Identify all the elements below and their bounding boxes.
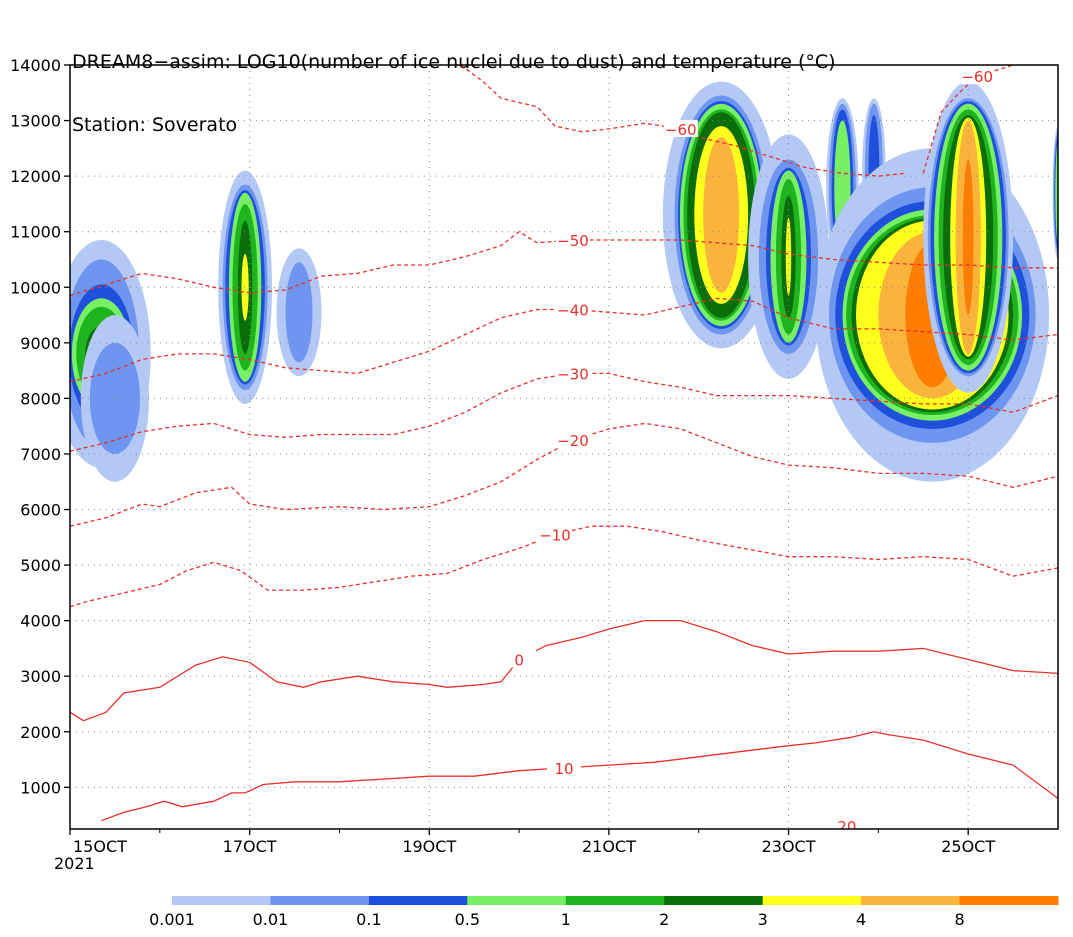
colorbar-swatch-2 xyxy=(368,896,468,905)
ice-nuclei-region-5-level-6 xyxy=(785,217,792,296)
y-tick-label-12000: 12000 xyxy=(10,167,61,186)
temperature-contour-label-6: −40 xyxy=(557,301,589,319)
ice-nuclei-region-9-level-8 xyxy=(962,159,974,315)
colorbar-swatch-1 xyxy=(270,896,370,905)
y-tick-label-2000: 2000 xyxy=(20,723,61,742)
colorbar-swatch-4 xyxy=(565,896,665,905)
temperature-contour-line-9 xyxy=(922,65,1014,174)
temperature-contour-layer: 20 10 0 −10 −20 −30 −40 −50 −60 −60 xyxy=(70,65,1058,836)
x-tick-label-21: 21OCT xyxy=(582,837,636,856)
y-tick-label-6000: 6000 xyxy=(20,501,61,520)
plot-frame xyxy=(69,64,1059,830)
x-tick-label-25: 25OCT xyxy=(941,837,995,856)
temperature-contour-label-bg-1 xyxy=(547,758,581,776)
ice-nuclei-region-2-level-6 xyxy=(241,253,249,321)
temperature-contour-line-7 xyxy=(70,230,1058,297)
y-tick-label-11000: 11000 xyxy=(10,223,61,242)
temperature-contour-line-8 xyxy=(460,65,906,177)
temperature-contour-label-bg-0 xyxy=(829,817,864,829)
chart-title-block: DREAM8−assim: LOG10(number of ice nuclei… xyxy=(72,10,836,157)
y-tick-label-4000: 4000 xyxy=(20,612,61,631)
temperature-contour-label-8: −60 xyxy=(665,121,697,139)
y-tick-label-13000: 13000 xyxy=(10,112,61,131)
y-tick-label-10000: 10000 xyxy=(10,278,61,297)
grid-layer xyxy=(70,65,1058,829)
y-tick-label-9000: 9000 xyxy=(20,334,61,353)
temperature-contour-label-9: −60 xyxy=(961,68,993,86)
ice-nuclei-region-4-level-7 xyxy=(703,137,740,293)
y-tick-label-5000: 5000 xyxy=(20,556,61,575)
temperature-contour-line-4 xyxy=(70,422,1058,527)
colorbar-label-8: 8 xyxy=(955,910,965,929)
temperature-contour-line-6 xyxy=(70,297,1058,383)
temperature-contour-label-bg-9 xyxy=(960,67,995,85)
colorbar-swatch-7 xyxy=(861,896,960,905)
temperature-contour-label-bg-7 xyxy=(555,231,590,249)
temperature-contour-label-7: −50 xyxy=(557,232,589,250)
y-tick-label-8000: 8000 xyxy=(20,389,61,408)
axis-layer: 1000 2000 3000 4000 5000 6000 7000 8000 9000 1000… xyxy=(10,56,1059,873)
temperature-contour-label-bg-2 xyxy=(502,650,537,668)
x-tick-label-17: 17OCT xyxy=(223,837,277,856)
colorbar-label-3: 0.5 xyxy=(455,910,480,929)
colorbar: 0.001 0.01 0.1 0.5 1 2 3 4 8 xyxy=(149,896,1059,929)
chart-title: DREAM8−assim: LOG10(number of ice nuclei… xyxy=(72,51,836,73)
temperature-contour-label-4: −20 xyxy=(557,432,589,450)
temperature-contour-line-3 xyxy=(70,525,1058,608)
x-tick-label-15: 15OCT xyxy=(73,837,127,856)
temperature-contour-label-bg-3 xyxy=(538,525,573,543)
colorbar-label-7: 4 xyxy=(856,910,866,929)
temperature-contour-label-5: −30 xyxy=(557,365,589,383)
colorbar-label-5: 2 xyxy=(659,910,669,929)
y-tick-label-3000: 3000 xyxy=(20,667,61,686)
temperature-contour-label-0: 20 xyxy=(837,818,856,836)
colorbar-label-1: 0.01 xyxy=(253,910,289,929)
temperature-contour-label-bg-4 xyxy=(555,431,590,449)
y-tick-label-1000: 1000 xyxy=(20,778,61,797)
colorbar-label-2: 0.1 xyxy=(356,910,381,929)
temperature-contour-label-bg-5 xyxy=(555,364,590,382)
y-tick-label-7000: 7000 xyxy=(20,445,61,464)
ice-nuclei-region-3-level-1 xyxy=(285,262,313,363)
temperature-contour-line-5 xyxy=(70,372,1058,452)
colorbar-label-4: 1 xyxy=(561,910,571,929)
colorbar-swatch-6 xyxy=(762,896,862,905)
temperature-contour-label-2: 0 xyxy=(514,652,524,670)
colorbar-swatch-3 xyxy=(467,896,567,905)
colorbar-swatch-8 xyxy=(959,896,1059,905)
x-year-label: 2021 xyxy=(54,854,95,873)
colorbar-label-0: 0.001 xyxy=(149,910,195,929)
x-tick-label-19: 19OCT xyxy=(402,837,456,856)
y-tick-label-14000: 14000 xyxy=(10,56,61,75)
colorbar-swatch-0 xyxy=(172,896,271,905)
colorbar-label-6: 3 xyxy=(758,910,768,929)
chart-subtitle: Station: Soverato xyxy=(72,114,238,136)
x-tick-label-23: 23OCT xyxy=(762,837,816,856)
colorbar-swatch-5 xyxy=(664,896,764,905)
temperature-contour-line-2 xyxy=(70,619,1058,722)
temperature-contour-label-bg-8 xyxy=(663,119,698,137)
temperature-contour-label-bg-6 xyxy=(555,300,590,318)
ice-nuclei-region-1-level-1 xyxy=(89,342,140,454)
ice-nuclei-fill-layer xyxy=(70,81,1058,482)
temperature-contour-label-3: −10 xyxy=(539,527,571,545)
temperature-contour-label-1: 10 xyxy=(554,760,573,778)
temperature-contour-line-1 xyxy=(101,731,1058,822)
